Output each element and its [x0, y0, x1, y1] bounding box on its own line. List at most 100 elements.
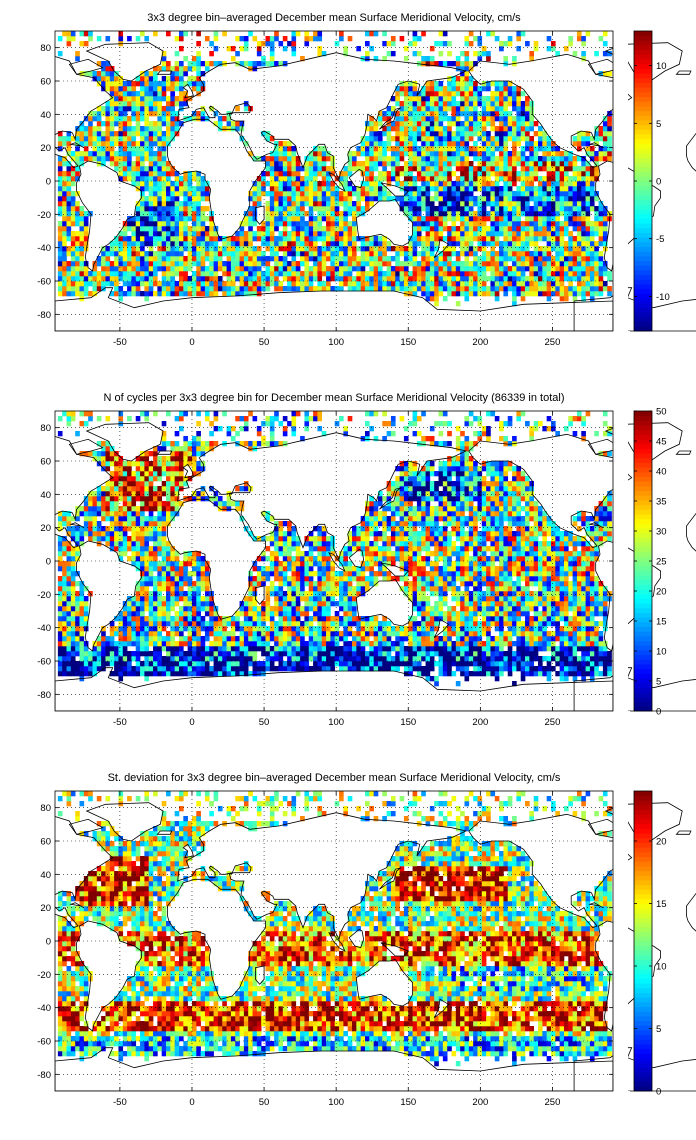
heatmap-cell: [109, 661, 115, 667]
heatmap-cell: [598, 261, 604, 267]
heatmap-cell: [352, 246, 357, 252]
heatmap-cell: [538, 246, 543, 252]
heatmap-cell: [62, 646, 67, 652]
heatmap-cell: [438, 176, 444, 182]
heatmap-cell: [140, 281, 145, 287]
heatmap-cell: [308, 176, 314, 182]
heatmap-cell: [83, 156, 89, 162]
heatmap-cell: [92, 641, 98, 647]
heatmap-cell: [57, 661, 63, 667]
heatmap-cell: [70, 561, 76, 567]
heatmap-cell: [230, 126, 236, 132]
heatmap-cell: [88, 291, 93, 297]
heatmap-cell: [140, 161, 145, 167]
heatmap-cell: [114, 101, 119, 107]
heatmap-cell: [179, 211, 184, 217]
heatmap-cell: [464, 236, 470, 242]
heatmap-cell: [438, 96, 444, 102]
heatmap-cell: [256, 256, 262, 262]
heatmap-cell: [140, 201, 145, 207]
heatmap-cell: [248, 196, 253, 202]
heatmap-cell: [157, 246, 162, 252]
heatmap-cell: [434, 181, 439, 187]
heatmap-cell: [200, 186, 206, 192]
heatmap-cell: [481, 236, 487, 242]
heatmap-cell: [92, 116, 98, 122]
heatmap-cell: [429, 56, 435, 62]
mask-left: [0, 29, 55, 333]
heatmap-cell: [308, 276, 314, 282]
heatmap-cell: [148, 126, 154, 132]
heatmap-cell: [512, 201, 517, 207]
heatmap-cell: [572, 201, 578, 207]
heatmap-cell: [434, 96, 439, 102]
heatmap-cell: [321, 241, 327, 247]
heatmap-cell: [607, 151, 612, 157]
heatmap-cell: [153, 191, 158, 197]
heatmap-cell: [256, 196, 262, 202]
heatmap-cell: [473, 166, 478, 172]
heatmap-cell: [213, 261, 219, 267]
heatmap-cell: [460, 261, 465, 267]
heatmap-cell: [589, 221, 595, 227]
heatmap-cell: [356, 201, 361, 207]
heatmap-cell: [304, 211, 310, 217]
heatmap-cell: [105, 256, 111, 262]
heatmap-cell: [118, 101, 124, 107]
heatmap-cell: [191, 221, 197, 227]
heatmap-cell: [161, 206, 167, 212]
heatmap-cell: [183, 246, 188, 252]
heatmap-cell: [62, 616, 67, 622]
heatmap-cell: [131, 171, 137, 177]
heatmap-cell: [477, 131, 483, 137]
heatmap-cell: [520, 266, 526, 272]
heatmap-cell: [187, 276, 193, 282]
heatmap-cell: [365, 151, 370, 157]
heatmap-cell: [352, 151, 357, 157]
heatmap-cell: [416, 286, 422, 292]
heatmap-cell: [105, 531, 111, 537]
heatmap-cell: [179, 291, 184, 297]
heatmap-cell: [412, 151, 418, 157]
heatmap-cell: [88, 656, 93, 662]
heatmap-cell: [464, 276, 470, 282]
heatmap-cell: [369, 131, 374, 137]
heatmap-cell: [122, 521, 128, 527]
colorbar-swatch: [634, 138, 652, 144]
heatmap-cell: [83, 271, 89, 277]
heatmap-cell: [494, 291, 500, 297]
heatmap-cell: [157, 211, 162, 217]
heatmap-cell: [287, 211, 292, 217]
heatmap-cell: [581, 41, 586, 47]
heatmap-cell: [525, 111, 530, 117]
heatmap-cell: [166, 276, 171, 282]
heatmap-cell: [429, 261, 435, 267]
heatmap-cell: [166, 106, 171, 112]
heatmap-cell: [352, 191, 357, 197]
heatmap-cell: [239, 276, 245, 282]
heatmap-cell: [127, 471, 132, 477]
heatmap-cell: [62, 656, 67, 662]
heatmap-cell: [408, 241, 413, 247]
heatmap-cell: [503, 261, 509, 267]
heatmap-cell: [70, 651, 76, 657]
heatmap-cell: [122, 481, 128, 487]
coastline: [68, 58, 104, 75]
heatmap-cell: [248, 266, 253, 272]
coastline: [182, 83, 194, 99]
heatmap-cell: [183, 176, 188, 182]
heatmap-cell: [490, 106, 496, 112]
heatmap-cell: [551, 41, 556, 47]
heatmap-cell: [92, 266, 98, 272]
colorbar-swatch: [634, 209, 652, 215]
heatmap-cell: [429, 121, 435, 127]
heatmap-cell: [477, 271, 483, 277]
heatmap-cell: [468, 86, 474, 92]
heatmap-cell: [499, 41, 504, 47]
heatmap-cell: [451, 201, 457, 207]
heatmap-cell: [352, 206, 357, 212]
heatmap-cell: [282, 276, 288, 282]
heatmap-cell: [442, 281, 448, 287]
heatmap-cell: [321, 256, 327, 262]
heatmap-cell: [75, 136, 80, 142]
